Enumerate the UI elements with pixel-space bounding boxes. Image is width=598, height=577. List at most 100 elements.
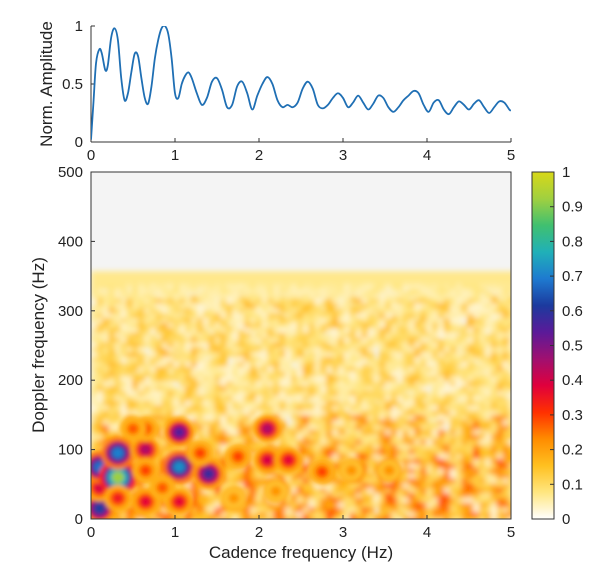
heatmap-cell (255, 441, 263, 450)
heatmap-cell (143, 402, 151, 411)
heatmap-cell (367, 271, 375, 280)
heatmap-cell (337, 382, 345, 391)
heatmap-cell (496, 276, 504, 285)
heatmap-cell (249, 407, 257, 416)
heatmap-cell (190, 314, 198, 323)
heatmap-cell (232, 276, 240, 285)
heatmap-cell (367, 489, 375, 498)
heatmap-cell (449, 300, 457, 309)
heatmap-cell (120, 348, 128, 357)
heatmap-cell (238, 280, 245, 289)
heatmap-cell (102, 412, 110, 421)
heatmap-cell (326, 358, 334, 367)
line-y-tick-label: 0 (75, 134, 83, 151)
heatmap-cell (214, 387, 222, 396)
heatmap-cell (332, 358, 340, 367)
heatmap-cell (96, 329, 104, 338)
heatmap-cell (484, 348, 492, 357)
heatmap-cell (179, 358, 187, 367)
heatmap-cell (361, 329, 369, 338)
heatmap-cell (220, 339, 228, 348)
heatmap-cell (473, 460, 481, 469)
heatmap-cell (214, 421, 222, 430)
heatmap-hotspot (347, 466, 356, 475)
heatmap-cell (196, 319, 204, 328)
heatmap-cell (414, 285, 422, 294)
heatmap-cell (408, 416, 416, 425)
heatmap-cell (367, 280, 375, 289)
heatmap-cell (443, 276, 451, 285)
heatmap-cell (426, 504, 434, 513)
heatmap-cell (373, 280, 381, 289)
heatmap-cell (208, 305, 216, 314)
heatmap-cell (420, 310, 428, 319)
heatmap-cell (273, 324, 281, 333)
heatmap-cell (473, 450, 481, 459)
heatmap-cell (432, 305, 440, 314)
heatmap-cell (414, 353, 422, 362)
heatmap-cell (455, 509, 463, 518)
heatmap-cell (367, 276, 375, 285)
heatmap-cell (220, 280, 228, 289)
heatmap-cell (132, 334, 140, 343)
heatmap-cell (114, 431, 122, 440)
heatmap-cell (473, 494, 481, 503)
heatmap-cell (443, 319, 451, 328)
heatmap-cell (367, 441, 375, 450)
heatmap-cell (261, 480, 269, 489)
heatmap-cell (373, 455, 381, 464)
heatmap-cell (220, 484, 228, 493)
heatmap-cell (390, 509, 398, 518)
heatmap-cell (367, 339, 375, 348)
heatmap-cell (332, 290, 340, 299)
heatmap-cell (285, 295, 293, 304)
heatmap-cell (449, 426, 457, 435)
heatmap-cell (96, 426, 104, 435)
heatmap-cell (238, 368, 245, 377)
heatmap-cell (443, 334, 451, 343)
heatmap-cell (320, 344, 328, 353)
heatmap-cell (455, 324, 463, 333)
heatmap-cell (414, 484, 422, 493)
heatmap-cell (232, 382, 240, 391)
colorbar-tick-label: 0.4 (562, 372, 583, 389)
heatmap-cell (379, 368, 387, 377)
heatmap-cell (155, 285, 163, 294)
heatmap-cell (208, 348, 216, 357)
heatmap-cell (426, 402, 434, 411)
heatmap-cell (126, 412, 134, 421)
heatmap-cell (249, 348, 257, 357)
heatmap-cell (196, 271, 204, 280)
heatmap-cell (337, 348, 345, 357)
heatmap-cell (473, 295, 481, 304)
heatmap-cell (361, 378, 369, 387)
heatmap-cell (379, 319, 387, 328)
heatmap-cell (449, 276, 457, 285)
heatmap-cell (385, 271, 392, 280)
heatmap-cell (102, 271, 110, 280)
heatmap-cell (308, 412, 316, 421)
heatmap-cell (420, 290, 428, 299)
heatmap-cell (126, 382, 134, 391)
heatmap-cell (267, 314, 275, 323)
heatmap-cell (420, 421, 428, 430)
heatmap-cell (461, 484, 469, 493)
heatmap-cell (149, 397, 157, 406)
heatmap-cell (114, 373, 122, 382)
heatmap-cell (190, 378, 198, 387)
heatmap-cell (396, 344, 404, 353)
heatmap-cell (279, 387, 287, 396)
heatmap-cell (279, 470, 287, 479)
heatmap-cell (279, 271, 287, 280)
heatmap-cell (408, 475, 416, 484)
heatmap-cell (467, 314, 475, 323)
heatmap-cell (461, 305, 469, 314)
heatmap-cell (437, 348, 445, 357)
heatmap-cell (508, 441, 511, 450)
heatmap-cell (167, 285, 175, 294)
heatmap-cell (379, 489, 387, 498)
heatmap-cell (502, 407, 510, 416)
heatmap-cell (196, 484, 204, 493)
heatmap-cell (408, 489, 416, 498)
heatmap-cell (196, 348, 204, 357)
